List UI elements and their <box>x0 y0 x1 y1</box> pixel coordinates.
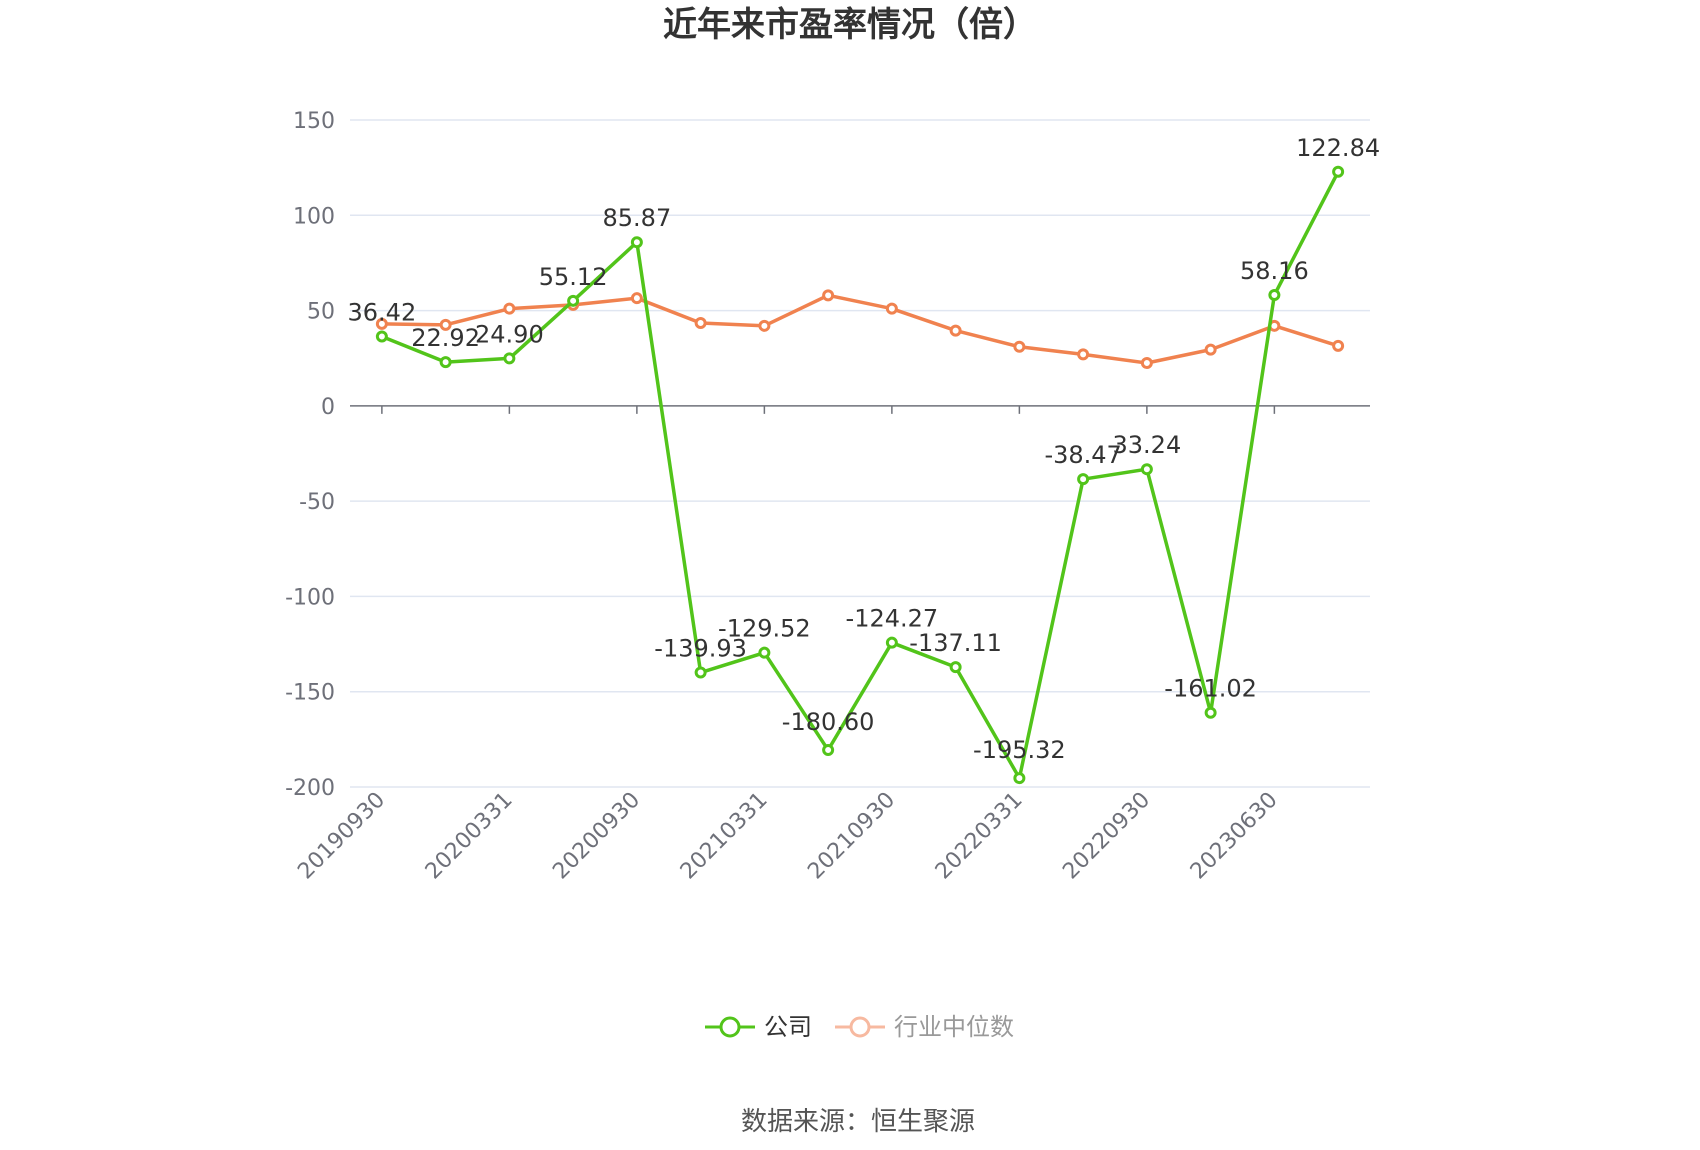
company-data-label: 36.42 <box>348 298 417 326</box>
y-tick-label: 0 <box>321 395 335 420</box>
company-data-label: 22.92 <box>411 324 480 352</box>
legend: 公司 行业中位数 <box>705 1013 1014 1041</box>
legend-item-company[interactable]: 公司 <box>705 1013 812 1041</box>
industry-median-point[interactable] <box>1332 339 1345 352</box>
company-data-label: -180.60 <box>782 708 875 736</box>
industry-median-point[interactable] <box>439 318 452 331</box>
industry-median-point[interactable] <box>822 289 835 302</box>
industry-median-point[interactable] <box>885 302 898 315</box>
company-point[interactable] <box>1077 473 1090 486</box>
legend-label-industry-median: 行业中位数 <box>894 1013 1014 1041</box>
company-point[interactable] <box>567 294 580 307</box>
company-data-label: -139.93 <box>654 635 747 663</box>
industry-median-point[interactable] <box>1013 340 1026 353</box>
company-point[interactable] <box>503 352 516 365</box>
company-series-line <box>381 170 1340 780</box>
y-tick-label: 100 <box>293 204 335 229</box>
company-point[interactable] <box>375 330 388 343</box>
company-data-label: -38.47 <box>1044 441 1121 469</box>
data-source: 数据来源：恒生聚源 <box>741 1107 975 1137</box>
company-data-label: -129.52 <box>718 615 811 643</box>
legend-marker-industry-median <box>849 1016 871 1038</box>
industry-median-point[interactable] <box>503 302 516 315</box>
legend-item-industry-median[interactable]: 行业中位数 <box>835 1013 1014 1041</box>
company-data-label: -124.27 <box>846 605 939 633</box>
industry-median-point[interactable] <box>694 316 707 329</box>
y-tick-label: -200 <box>285 776 335 801</box>
company-data-label: 24.90 <box>475 320 544 348</box>
x-tick-label: 20230630 <box>1186 788 1283 885</box>
company-data-label: 58.16 <box>1240 257 1309 285</box>
industry-median-point[interactable] <box>630 292 643 305</box>
company-point[interactable] <box>1332 165 1345 178</box>
industry-median-point[interactable] <box>758 319 771 332</box>
x-axis <box>350 405 1370 414</box>
company-point[interactable] <box>1140 463 1153 476</box>
legend-marker-company <box>719 1016 741 1038</box>
company-data-label: 55.12 <box>539 263 608 291</box>
grid-lines <box>350 119 1370 788</box>
legend-label-company: 公司 <box>764 1013 812 1041</box>
company-point[interactable] <box>1013 772 1026 785</box>
industry-median-series-line <box>381 293 1339 365</box>
company-data-label: 122.84 <box>1296 134 1380 162</box>
company-point[interactable] <box>885 636 898 649</box>
x-tick-label: 20220331 <box>931 788 1028 885</box>
y-tick-label: 50 <box>307 300 335 325</box>
industry-median-point[interactable] <box>949 324 962 337</box>
y-tick-label: 150 <box>293 109 335 134</box>
x-tick-label: 20210331 <box>676 788 773 885</box>
y-tick-label: -50 <box>299 490 335 515</box>
company-point[interactable] <box>1268 289 1281 302</box>
x-tick-label: 20220930 <box>1058 788 1155 885</box>
y-axis-tick-labels: 150 100 50 0 -50 -100 -150 -200 <box>285 109 335 801</box>
company-point[interactable] <box>694 666 707 679</box>
company-point[interactable] <box>822 744 835 757</box>
y-tick-label: -100 <box>285 585 335 610</box>
x-tick-label: 20200331 <box>421 788 518 885</box>
company-point[interactable] <box>1204 706 1217 719</box>
chart-title: 近年来市盈率情况（倍） <box>663 5 1037 45</box>
company-point[interactable] <box>630 236 643 249</box>
company-data-label: -137.11 <box>909 629 1002 657</box>
company-point[interactable] <box>949 661 962 674</box>
x-tick-label: 20200930 <box>548 788 645 885</box>
x-axis-tick-labels: 20190930 20200331 20200930 20210331 20210930… <box>293 788 1282 885</box>
company-data-label: -195.32 <box>973 736 1066 764</box>
x-tick-label: 20190930 <box>293 788 390 885</box>
company-point[interactable] <box>758 646 771 659</box>
x-tick-label: 20210930 <box>803 788 900 885</box>
industry-median-point[interactable] <box>375 317 388 330</box>
company-data-label: -161.02 <box>1164 675 1257 703</box>
industry-median-point[interactable] <box>1140 356 1153 369</box>
industry-median-point[interactable] <box>1077 348 1090 361</box>
series-layer <box>375 165 1345 785</box>
company-point[interactable] <box>439 356 452 369</box>
company-data-label: 33.24 <box>1113 431 1182 459</box>
industry-median-point[interactable] <box>1204 343 1217 356</box>
y-tick-label: -150 <box>285 681 335 706</box>
company-data-label: 85.87 <box>603 204 672 232</box>
